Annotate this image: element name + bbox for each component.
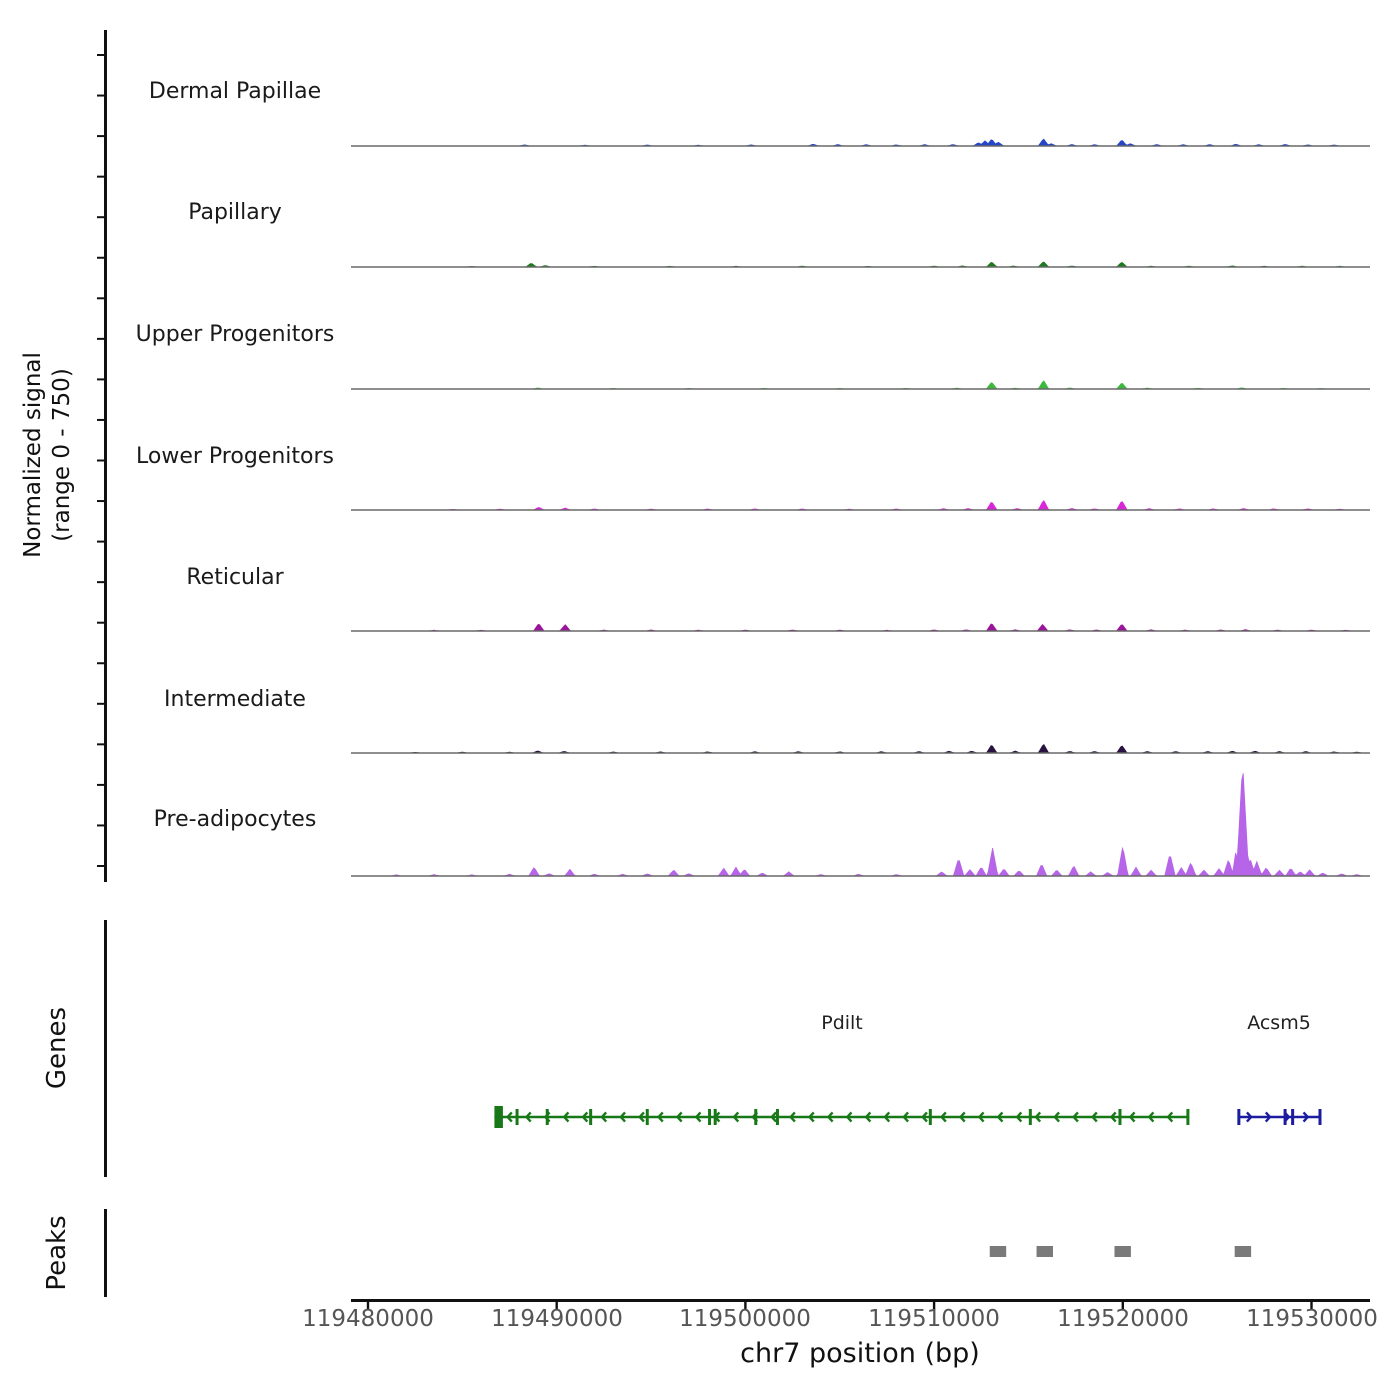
track-signal-reticular (351, 623, 1370, 632)
track-label-papillary: Papillary (188, 200, 282, 225)
exon-bar (1186, 1109, 1190, 1125)
strand-arrow-icon (921, 1111, 928, 1123)
exon-bar (1028, 1109, 1032, 1125)
peak-region (1036, 1246, 1053, 1257)
strand-arrow-icon (1264, 1111, 1272, 1123)
exon-bar (928, 1109, 932, 1125)
strand-arrow-icon (864, 1111, 872, 1123)
exon-bar (1237, 1109, 1241, 1125)
track-label-intermediate: Intermediate (164, 687, 306, 712)
x-axis-title: chr7 position (bp) (740, 1338, 980, 1369)
signal-area-upper-progenitors (351, 380, 1370, 390)
strand-arrow-icon (1147, 1111, 1155, 1123)
track-signal-papillary (351, 261, 1370, 268)
strand-arrow-icon (694, 1111, 702, 1123)
track-signal-intermediate (351, 743, 1370, 754)
strand-arrow-icon (524, 1111, 532, 1123)
strand-arrow-icon (1034, 1111, 1042, 1123)
exon-bar (1318, 1109, 1322, 1125)
peak-regions (989, 1246, 1252, 1257)
x-tick-label: 119500000 (679, 1306, 811, 1332)
y-axis-label-line2: (range 0 - 750) (49, 368, 75, 542)
strand-arrow-icon (1015, 1111, 1023, 1123)
strand-arrow-icon (789, 1111, 796, 1123)
signal-y-axis (97, 30, 107, 882)
exon-bar (1283, 1109, 1287, 1125)
strand-arrow-icon (958, 1111, 966, 1123)
strand-arrow-icon (656, 1111, 664, 1123)
strand-arrow-icon (1302, 1111, 1310, 1123)
strand-arrow-icon (1072, 1111, 1079, 1123)
exon-block (494, 1106, 503, 1128)
track-label-reticular: Reticular (186, 565, 284, 590)
track-signal-upper-progenitors (351, 380, 1370, 390)
strand-arrow-icon (1128, 1111, 1136, 1123)
peak-region (1234, 1246, 1252, 1257)
exon-bar (775, 1109, 779, 1125)
track-label-pre-adipocytes: Pre-adipocytes (153, 807, 317, 832)
peak-region (1114, 1246, 1131, 1257)
exon-bar (589, 1109, 593, 1125)
gene-pdilt (494, 1106, 1190, 1128)
strand-arrow-icon (1090, 1111, 1098, 1123)
exon-bar (708, 1109, 712, 1125)
x-tick-label: 119530000 (1246, 1306, 1378, 1332)
x-tick-label: 119490000 (491, 1306, 623, 1332)
track-signal-lower-progenitors (351, 500, 1370, 511)
exon-bar (1118, 1109, 1122, 1125)
exon-bar (515, 1109, 519, 1125)
signal-area-intermediate (351, 743, 1370, 754)
exon-bar (545, 1109, 549, 1125)
strand-arrow-icon (996, 1111, 1004, 1123)
strand-arrow-icon (826, 1111, 834, 1123)
strand-arrow-icon (770, 1111, 777, 1123)
strand-arrow-icon (505, 1111, 513, 1123)
strand-arrow-icon (675, 1111, 683, 1123)
signal-area-lower-progenitors (351, 500, 1370, 511)
gene-acsm5 (1237, 1109, 1322, 1125)
strand-arrow-icon (883, 1111, 891, 1123)
exon-bar (1291, 1109, 1295, 1125)
exon-bar (713, 1109, 717, 1125)
strand-arrow-icon (807, 1111, 815, 1123)
signal-area-papillary (351, 261, 1370, 268)
strand-arrow-icon (581, 1111, 589, 1123)
strand-arrow-icon (1166, 1111, 1174, 1123)
track-label-dermal-papillae: Dermal Papillae (148, 79, 322, 104)
x-axis (351, 1299, 1370, 1309)
strand-arrow-icon (1053, 1111, 1060, 1123)
peak-region (989, 1246, 1007, 1257)
signal-area-dermal-papillae (351, 138, 1370, 147)
strand-arrow-icon (977, 1111, 985, 1123)
track-signal-pre-adipocytes (351, 773, 1370, 877)
peaks-section-label: Peaks (42, 1215, 72, 1291)
strand-arrow-icon (940, 1111, 947, 1123)
signal-area-pre-adipocytes (351, 773, 1370, 877)
strand-arrow-icon (638, 1111, 645, 1123)
strand-arrow-icon (619, 1111, 626, 1123)
y-axis-label-line1: Normalized signal (20, 352, 46, 558)
genes-section-label: Genes (42, 1006, 72, 1090)
x-tick-label: 119510000 (868, 1306, 1000, 1332)
exon-bar (754, 1109, 758, 1125)
strand-arrow-icon (902, 1111, 909, 1123)
signal-area-reticular (351, 623, 1370, 632)
strand-arrow-icon (1246, 1111, 1253, 1123)
y-axis-label: Normalized signal (range 0 - 750) (19, 285, 81, 625)
strand-arrow-icon (845, 1111, 853, 1123)
strand-arrow-icon (600, 1111, 608, 1123)
track-label-upper-progenitors: Upper Progenitors (135, 322, 335, 347)
track-label-lower-progenitors: Lower Progenitors (136, 444, 334, 469)
strand-arrow-icon (732, 1111, 740, 1123)
gene-label-pdilt: Pdilt (821, 1012, 863, 1034)
exon-bar (645, 1109, 649, 1125)
gene-label-acsm5: Acsm5 (1247, 1012, 1311, 1034)
strand-arrow-icon (562, 1111, 570, 1123)
x-tick-label: 119520000 (1057, 1306, 1189, 1332)
x-tick-label: 119480000 (302, 1306, 434, 1332)
strand-arrow-icon (1109, 1111, 1117, 1123)
track-signal-dermal-papillae (351, 138, 1370, 147)
